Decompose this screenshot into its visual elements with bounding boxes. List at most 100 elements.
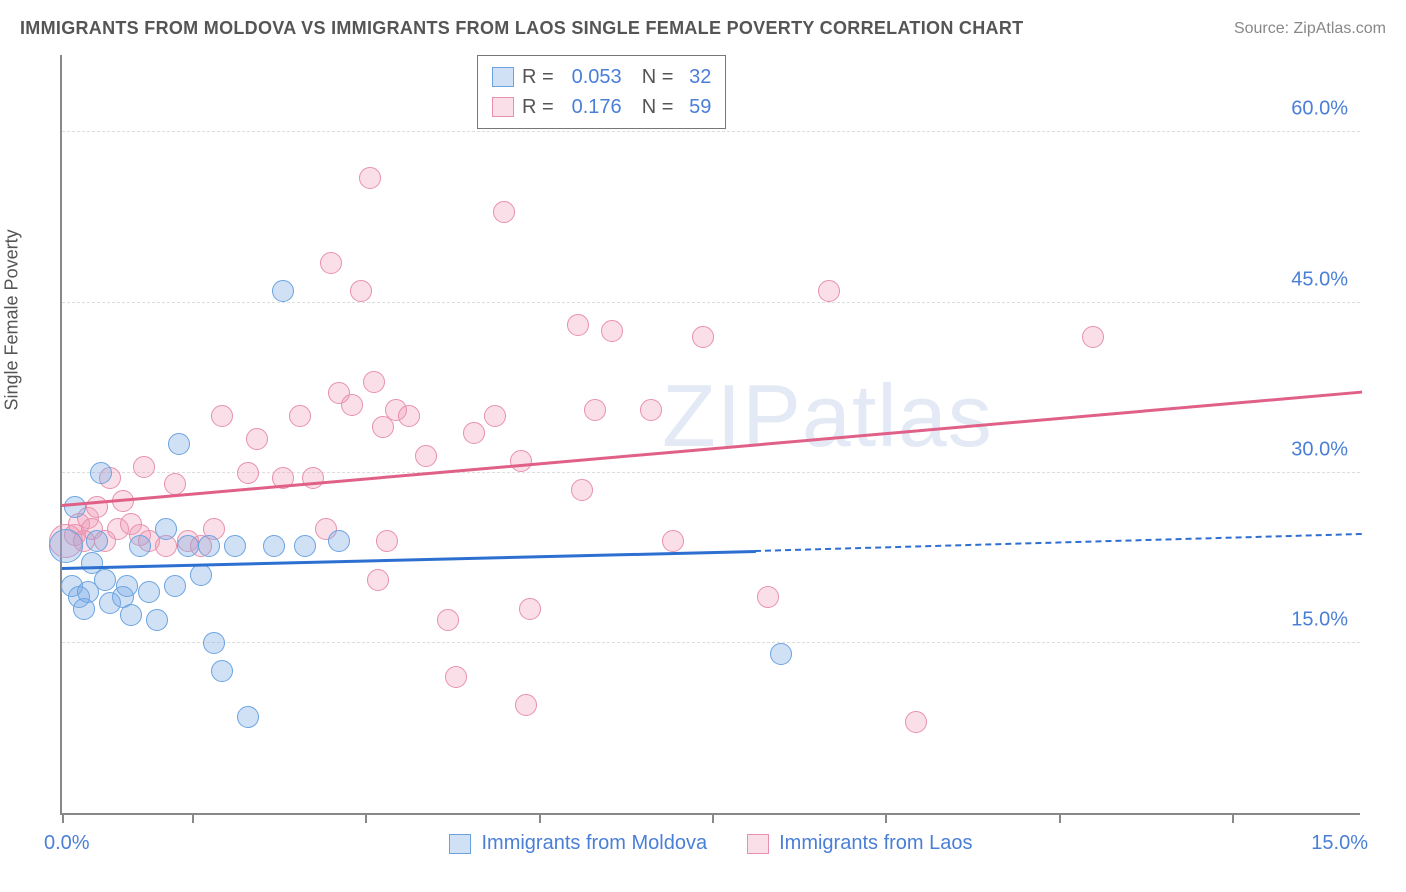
x-tick-mark — [712, 813, 714, 823]
data-point-b — [757, 586, 779, 608]
data-point-a — [263, 535, 285, 557]
data-point-a — [328, 530, 350, 552]
data-point-b — [437, 609, 459, 631]
data-point-b — [376, 530, 398, 552]
data-point-b — [359, 167, 381, 189]
r-label: R = — [522, 92, 554, 122]
data-point-a — [94, 569, 116, 591]
data-point-b — [692, 326, 714, 348]
watermark: ZIPatlas — [662, 365, 993, 467]
data-point-b — [515, 694, 537, 716]
data-point-b — [905, 711, 927, 733]
data-point-b — [398, 405, 420, 427]
n-value-a: 32 — [681, 62, 711, 92]
data-point-b — [133, 456, 155, 478]
data-point-b — [463, 422, 485, 444]
legend-item-a: Immigrants from Moldova — [449, 832, 707, 855]
data-point-b — [237, 462, 259, 484]
data-point-b — [341, 394, 363, 416]
data-point-b — [367, 569, 389, 591]
y-tick-label: 30.0% — [1291, 438, 1348, 461]
data-point-a — [177, 535, 199, 557]
data-point-b — [246, 428, 268, 450]
legend-label-a: Immigrants from Moldova — [481, 832, 707, 855]
data-point-a — [168, 433, 190, 455]
n-value-b: 59 — [681, 92, 711, 122]
trend-line-a-dashed — [755, 533, 1362, 552]
swatch-a — [492, 67, 514, 87]
source-label: Source: ZipAtlas.com — [1234, 20, 1386, 38]
swatch-a — [449, 834, 471, 854]
data-point-a — [190, 564, 212, 586]
data-point-b — [1082, 326, 1104, 348]
y-tick-label: 45.0% — [1291, 268, 1348, 291]
data-point-b — [415, 445, 437, 467]
data-point-a — [116, 575, 138, 597]
swatch-b — [492, 97, 514, 117]
stats-legend-box: R = 0.053 N = 32 R = 0.176 N = 59 — [477, 55, 726, 129]
data-point-a — [120, 604, 142, 626]
gridline — [62, 302, 1360, 303]
data-point-b — [519, 598, 541, 620]
r-value-b: 0.176 — [562, 92, 622, 122]
data-point-b — [818, 280, 840, 302]
x-tick-mark — [1059, 813, 1061, 823]
n-label: N = — [642, 92, 674, 122]
chart-title: IMMIGRANTS FROM MOLDOVA VS IMMIGRANTS FR… — [20, 18, 1023, 39]
x-tick-mark — [62, 813, 64, 823]
data-point-a — [272, 280, 294, 302]
data-point-a — [86, 530, 108, 552]
data-point-a — [49, 529, 83, 563]
data-point-b — [164, 473, 186, 495]
data-point-b — [510, 450, 532, 472]
gridline — [62, 642, 1360, 643]
data-point-b — [584, 399, 606, 421]
bottom-legend: Immigrants from Moldova Immigrants from … — [62, 832, 1360, 855]
data-point-b — [320, 252, 342, 274]
legend-item-b: Immigrants from Laos — [747, 832, 972, 855]
data-point-a — [237, 706, 259, 728]
data-point-b — [445, 666, 467, 688]
x-tick-mark — [365, 813, 367, 823]
gridline — [62, 131, 1360, 132]
data-point-b — [363, 371, 385, 393]
data-point-b — [571, 479, 593, 501]
data-point-b — [350, 280, 372, 302]
y-axis-label: Single Female Poverty — [2, 229, 23, 410]
y-tick-label: 15.0% — [1291, 608, 1348, 631]
data-point-b — [484, 405, 506, 427]
data-point-b — [289, 405, 311, 427]
data-point-b — [302, 467, 324, 489]
data-point-b — [662, 530, 684, 552]
x-tick-mark — [192, 813, 194, 823]
data-point-b — [86, 496, 108, 518]
x-tick-mark — [1232, 813, 1234, 823]
y-tick-label: 60.0% — [1291, 98, 1348, 121]
x-tick-mark — [885, 813, 887, 823]
data-point-a — [203, 632, 225, 654]
stats-row-a: R = 0.053 N = 32 — [492, 62, 711, 92]
data-point-a — [294, 535, 316, 557]
data-point-a — [770, 643, 792, 665]
stats-row-b: R = 0.176 N = 59 — [492, 92, 711, 122]
r-label: R = — [522, 62, 554, 92]
data-point-a — [129, 535, 151, 557]
data-point-b — [567, 314, 589, 336]
data-point-a — [155, 518, 177, 540]
data-point-a — [198, 535, 220, 557]
chart-plot-area: ZIPatlas R = 0.053 N = 32 R = 0.176 N = … — [60, 55, 1360, 815]
data-point-b — [211, 405, 233, 427]
data-point-a — [138, 581, 160, 603]
data-point-b — [640, 399, 662, 421]
data-point-a — [146, 609, 168, 631]
legend-label-b: Immigrants from Laos — [779, 832, 972, 855]
data-point-b — [601, 320, 623, 342]
data-point-a — [211, 660, 233, 682]
data-point-a — [224, 535, 246, 557]
data-point-a — [90, 462, 112, 484]
data-point-a — [164, 575, 186, 597]
data-point-a — [64, 496, 86, 518]
swatch-b — [747, 834, 769, 854]
x-tick-mark — [539, 813, 541, 823]
r-value-a: 0.053 — [562, 62, 622, 92]
